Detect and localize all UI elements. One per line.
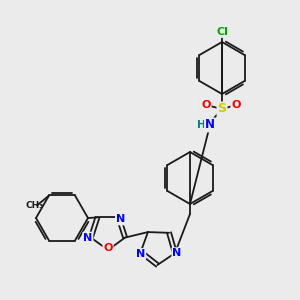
Text: N: N: [205, 118, 215, 131]
Text: N: N: [172, 248, 182, 258]
Text: O: O: [231, 100, 241, 110]
Text: O: O: [103, 243, 113, 253]
Text: N: N: [116, 214, 125, 224]
Text: Cl: Cl: [216, 27, 228, 37]
Text: N: N: [83, 232, 92, 243]
Text: O: O: [201, 100, 211, 110]
Text: H: H: [196, 120, 206, 130]
Text: S: S: [218, 103, 226, 116]
Text: CH₃: CH₃: [26, 201, 44, 210]
Text: N: N: [136, 249, 145, 259]
